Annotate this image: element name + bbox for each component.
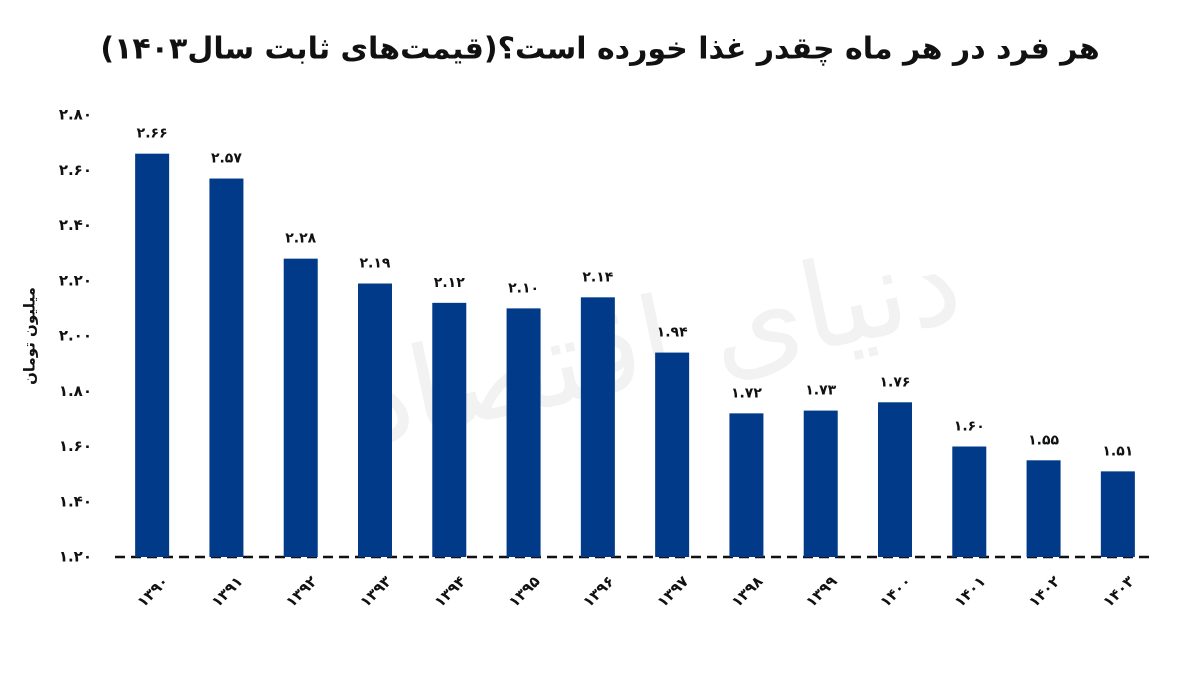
value-label: ۱.۷۶ <box>880 374 911 390</box>
x-tick-label: ۱۳۹۹ <box>802 572 841 611</box>
y-tick-label: ۲.۰۰ <box>59 327 92 345</box>
bar <box>952 446 987 557</box>
y-tick-label: ۱.۶۰ <box>59 437 92 455</box>
x-tick-label: ۱۳۹۱ <box>208 572 247 611</box>
x-tick-label: ۱۳۹۸ <box>728 572 767 611</box>
x-tick-label: ۱۴۰۲ <box>1025 572 1064 611</box>
x-tick-label: ۱۴۰۰ <box>876 572 915 611</box>
value-label: ۱.۷۲ <box>731 385 762 401</box>
value-label: ۱.۶۰ <box>954 419 985 435</box>
bar <box>358 283 392 557</box>
y-axis-label: میلیون تومان <box>21 287 39 385</box>
x-tick-label: ۱۳۹۶ <box>579 572 618 611</box>
bar <box>135 153 170 558</box>
value-label: ۱.۵۱ <box>1102 443 1133 459</box>
x-tick-label: ۱۳۹۵ <box>505 572 544 611</box>
x-tick-label: ۱۴۰۱ <box>951 572 990 611</box>
bar <box>1100 471 1135 557</box>
bar <box>209 178 244 557</box>
y-tick-label: ۲.۴۰ <box>59 216 92 234</box>
bar <box>506 308 541 557</box>
x-tick-label: ۱۳۹۷ <box>654 572 693 611</box>
x-tick-label: ۱۴۰۳ <box>1099 572 1138 611</box>
value-label: ۲.۱۴ <box>582 269 613 285</box>
bar <box>803 410 838 557</box>
value-label: ۲.۵۷ <box>211 151 242 167</box>
value-label: ۲.۲۸ <box>285 231 316 247</box>
x-tick-label: ۱۳۹۴ <box>431 572 470 611</box>
y-tick-label: ۱.۴۰ <box>59 492 92 510</box>
bar <box>878 402 912 557</box>
x-tick-label: ۱۳۹۳ <box>356 572 395 611</box>
value-label: ۱.۵۵ <box>1028 432 1059 448</box>
value-label: ۲.۱۲ <box>434 275 465 291</box>
value-label: ۱.۷۳ <box>805 383 836 399</box>
y-tick-label: ۲.۸۰ <box>59 106 92 124</box>
x-tick-label: ۱۳۹۲ <box>282 572 321 611</box>
x-tick-label: ۱۳۹۰ <box>134 572 173 611</box>
value-label: ۲.۶۶ <box>137 126 168 142</box>
y-tick-label: ۲.۲۰ <box>59 271 92 289</box>
bar <box>432 302 467 557</box>
chart-title: هر فرد در هر ماه چقدر غذا خورده است؟(قیم… <box>100 32 1099 67</box>
y-tick-label: ۲.۶۰ <box>59 161 92 179</box>
value-label: ۱.۹۴ <box>657 325 688 341</box>
bar <box>729 413 764 557</box>
bar <box>1026 460 1061 557</box>
y-tick-label: ۱.۲۰ <box>59 548 92 566</box>
bar <box>655 352 690 557</box>
bar <box>580 297 615 557</box>
y-tick-label: ۱.۸۰ <box>59 382 92 400</box>
value-label: ۲.۱۹ <box>360 256 391 272</box>
value-label: ۲.۱۰ <box>508 280 539 296</box>
bar <box>283 258 318 557</box>
